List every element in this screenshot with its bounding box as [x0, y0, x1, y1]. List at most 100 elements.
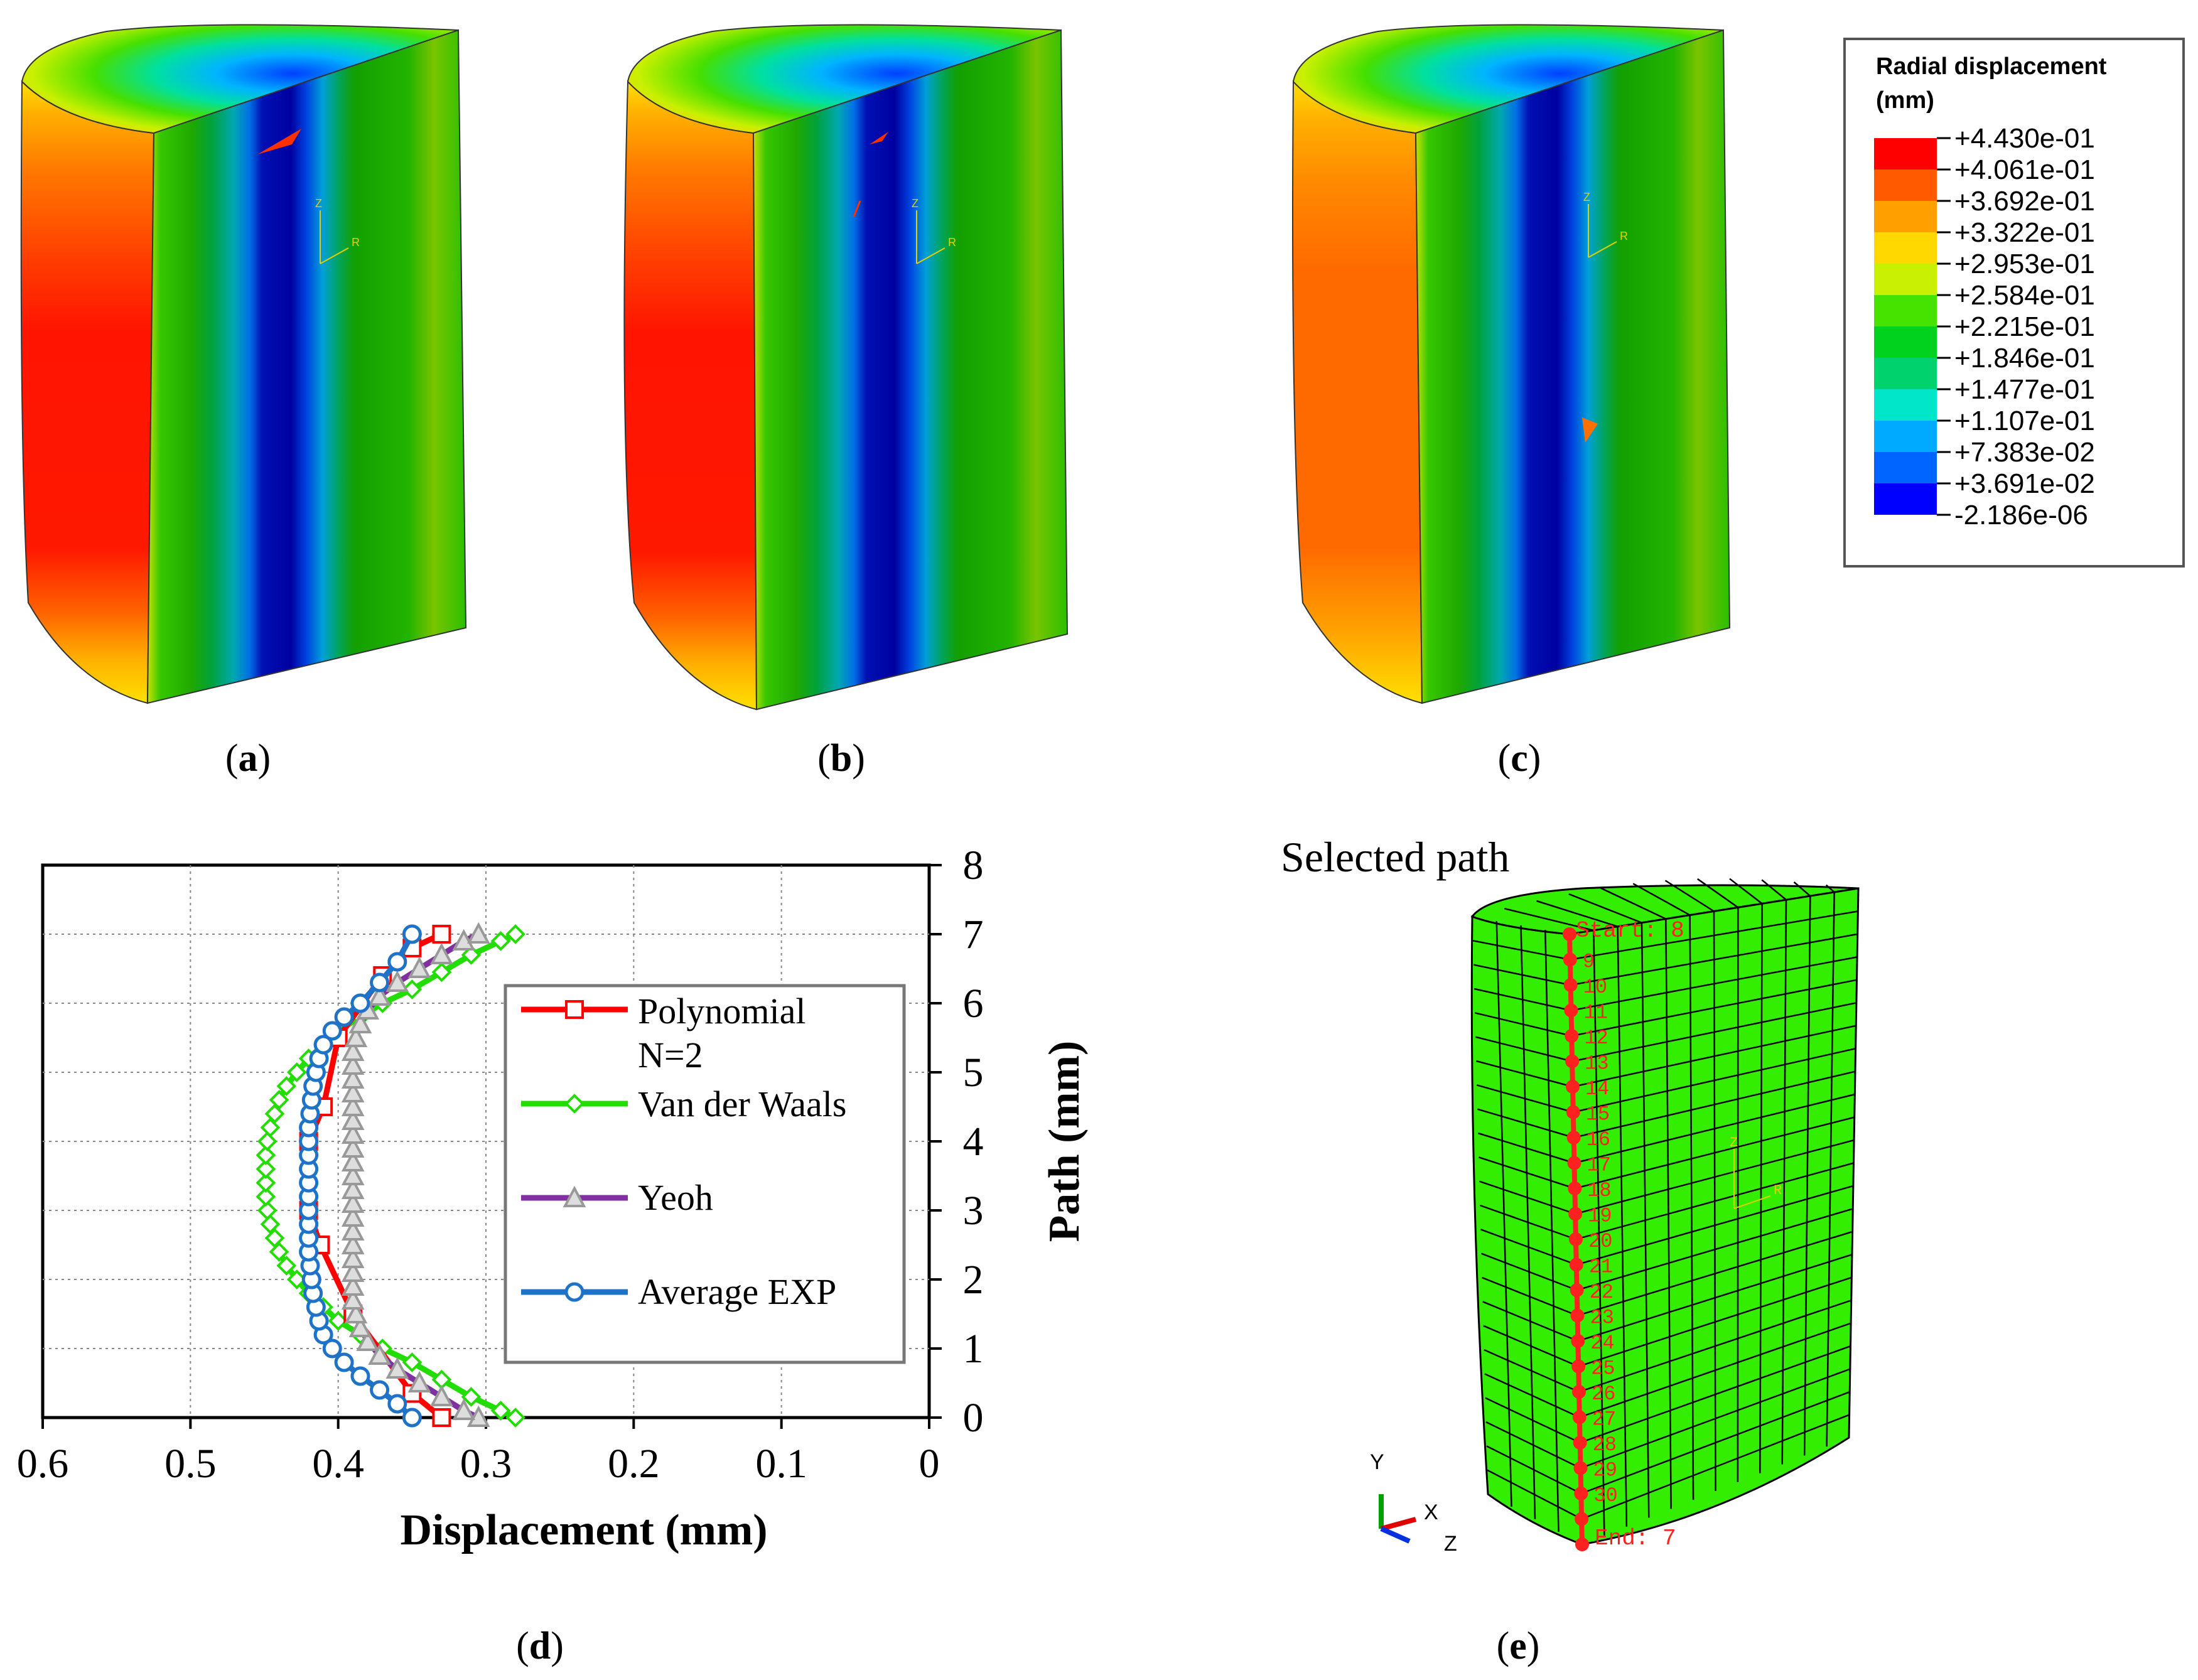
- point-yeoh: [341, 1260, 365, 1282]
- x-tick-label: 0: [919, 1441, 940, 1487]
- path-node: [1570, 1283, 1584, 1297]
- path-node-label: 19: [1588, 1205, 1612, 1228]
- panel-b-triad-z: Z: [912, 197, 919, 210]
- mesh-triad-z: Z: [1730, 1135, 1738, 1151]
- panel-b-triad: Z R: [912, 197, 956, 264]
- contour-swatch: [1874, 452, 1937, 483]
- mesh-horizontal-line: [1581, 1414, 1850, 1520]
- panel-c-model: Z R: [1292, 24, 1731, 704]
- path-node: [1575, 1537, 1589, 1551]
- point-van-der-waals: [269, 1242, 289, 1262]
- point-van-der-waals: [276, 1076, 297, 1096]
- panel-a-cut-face: [146, 29, 467, 704]
- mesh-horizontal-line: [1573, 1070, 1856, 1139]
- x-tick-label: 0.3: [460, 1441, 512, 1487]
- panel-a-triad: Z R: [315, 197, 360, 264]
- mesh-top-line: [1729, 878, 1763, 905]
- x-axis-label: Displacement (mm): [400, 1506, 767, 1554]
- global-axis-x: X: [1424, 1500, 1438, 1524]
- path-node-label: 23: [1590, 1306, 1614, 1330]
- path-node: [1563, 927, 1576, 941]
- point-average-exp: [370, 972, 390, 993]
- point-yeoh: [344, 1301, 368, 1323]
- mesh-side-horizontal-line: [1473, 964, 1571, 986]
- contour-swatch: [1874, 264, 1937, 295]
- panel-a-label: (a): [225, 737, 271, 780]
- point-average-exp: [334, 1352, 354, 1372]
- contour-swatch: [1874, 170, 1937, 201]
- path-node-label: 15: [1586, 1103, 1610, 1126]
- point-average-exp: [350, 1366, 370, 1386]
- x-tick-label: 0.2: [608, 1441, 660, 1487]
- point-van-der-waals: [256, 1145, 276, 1165]
- path-node: [1573, 1461, 1588, 1475]
- contour-swatch: [1874, 295, 1937, 326]
- panel-c-label: (c): [1498, 737, 1541, 780]
- mesh-side-horizontal-line: [1485, 1421, 1581, 1469]
- point-van-der-waals: [402, 1352, 423, 1372]
- point-yeoh: [407, 956, 431, 978]
- point-van-der-waals: [269, 1090, 289, 1110]
- path-node: [1568, 1182, 1582, 1195]
- path-node: [1563, 978, 1578, 992]
- path-node: [1563, 952, 1577, 967]
- panel-a-triad-r: R: [352, 236, 360, 249]
- mesh-horizontal-line: [1579, 1322, 1851, 1418]
- mesh-side-horizontal-line: [1476, 1084, 1574, 1113]
- point-yeoh: [341, 1177, 365, 1199]
- contour-swatch: [1874, 358, 1937, 389]
- global-axis-z: Z: [1444, 1532, 1457, 1556]
- contour-swatch: [1874, 138, 1937, 170]
- legend-marker-polynomial-n-2: [565, 1000, 584, 1019]
- path-node: [1565, 1054, 1580, 1069]
- point-average-exp: [370, 1380, 390, 1400]
- mesh-side-horizontal-line: [1487, 1469, 1582, 1520]
- x-tick-label: 0.1: [755, 1441, 807, 1487]
- mesh-start-label: Start: 8: [1576, 918, 1684, 944]
- y-tick-label: 8: [963, 843, 984, 888]
- point-van-der-waals: [260, 1117, 281, 1138]
- point-yeoh: [341, 1150, 365, 1171]
- mesh-horizontal-line: [1576, 1185, 1854, 1266]
- legend-entry-vdw: Van der Waals: [638, 1084, 846, 1124]
- point-yeoh: [341, 1205, 365, 1227]
- point-average-exp: [387, 952, 407, 972]
- point-yeoh: [430, 1384, 453, 1406]
- mesh-side-horizontal-line: [1475, 1036, 1573, 1062]
- x-tick-label: 0.5: [164, 1441, 217, 1487]
- point-yeoh: [341, 1094, 365, 1116]
- path-node-label: 11: [1584, 1001, 1608, 1025]
- path-node-label: 27: [1592, 1408, 1616, 1431]
- contour-value: +3.692e-01: [1954, 186, 2095, 217]
- x-tick-label: 0.6: [17, 1441, 69, 1487]
- mesh-horizontal-line: [1575, 1139, 1855, 1215]
- mesh-horizontal-line: [1577, 1230, 1853, 1317]
- contour-legend-title: Radial displacement: [1876, 53, 2107, 80]
- path-node: [1568, 1207, 1583, 1221]
- mesh-horizontal-line: [1576, 1208, 1853, 1291]
- point-yeoh: [368, 984, 391, 1006]
- panel-a-triad-z: Z: [315, 197, 322, 210]
- legend-marker-van-der-waals: [564, 1094, 585, 1114]
- point-van-der-waals: [505, 1408, 525, 1428]
- series-average-exp: [299, 924, 422, 1428]
- path-node-label: 10: [1583, 976, 1607, 999]
- point-van-der-waals: [257, 1131, 277, 1151]
- point-van-der-waals: [256, 1187, 276, 1207]
- point-yeoh: [348, 1011, 372, 1033]
- global-axis-triad: Y X Z: [1370, 1450, 1457, 1556]
- panel-a-top: [21, 24, 459, 134]
- path-node: [1571, 1334, 1585, 1348]
- mesh-triad: Z R: [1730, 1135, 1782, 1209]
- mesh-triad-r: R: [1774, 1183, 1782, 1198]
- path-node-label: 28: [1593, 1433, 1617, 1457]
- mesh-horizontal-line: [1571, 979, 1857, 1037]
- path-node-label: 20: [1588, 1230, 1612, 1253]
- point-van-der-waals: [256, 1159, 276, 1179]
- y-tick-label: 1: [963, 1326, 984, 1372]
- mesh-side-horizontal-line: [1479, 1156, 1575, 1190]
- mesh-side-horizontal-line: [1480, 1204, 1576, 1241]
- point-polynomial-n-2: [432, 925, 451, 944]
- mesh-top-line: [1664, 880, 1715, 912]
